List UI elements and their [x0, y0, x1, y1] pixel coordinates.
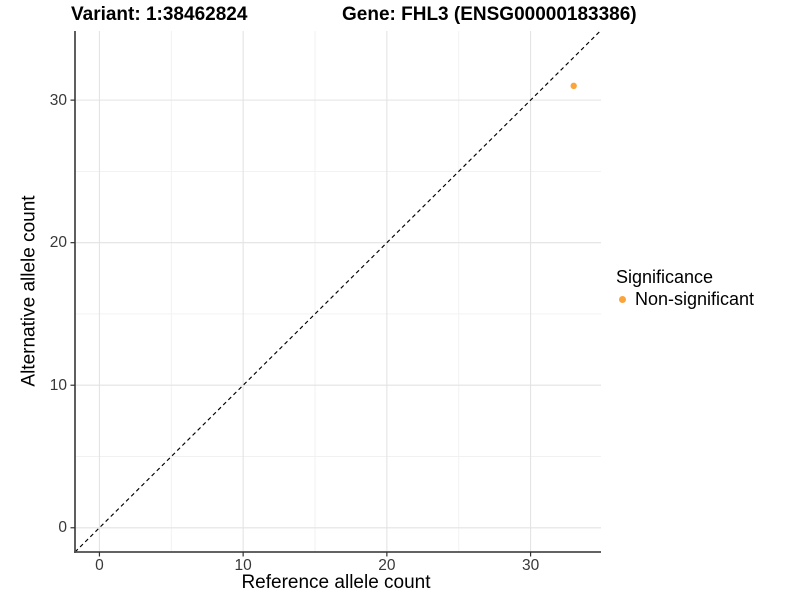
- legend: Significance Non-significant: [616, 267, 754, 310]
- plot-title-variant: Variant: 1:38462824: [71, 4, 248, 25]
- y-tick-label: 30: [49, 91, 67, 109]
- legend-item: Non-significant: [616, 289, 754, 310]
- legend-point-icon: [619, 296, 626, 303]
- x-tick-label: 20: [378, 557, 396, 574]
- legend-title: Significance: [616, 267, 714, 287]
- y-tick-label: 20: [49, 234, 67, 252]
- x-tick-label: 0: [95, 557, 104, 574]
- y-axis-title: Alternative allele count: [18, 195, 40, 387]
- x-tick-label: 10: [234, 557, 252, 574]
- plot-title-gene: Gene: FHL3 (ENSG00000183386): [342, 4, 637, 25]
- identity-dashed-line: [74, 30, 601, 553]
- legend-item-label: Non-significant: [635, 289, 755, 309]
- data-point: [570, 82, 577, 90]
- y-tick-label: 0: [58, 519, 67, 537]
- x-axis-title: Reference allele count: [241, 572, 431, 593]
- x-tick-label: 30: [521, 557, 540, 574]
- y-tick-label: 10: [49, 376, 67, 394]
